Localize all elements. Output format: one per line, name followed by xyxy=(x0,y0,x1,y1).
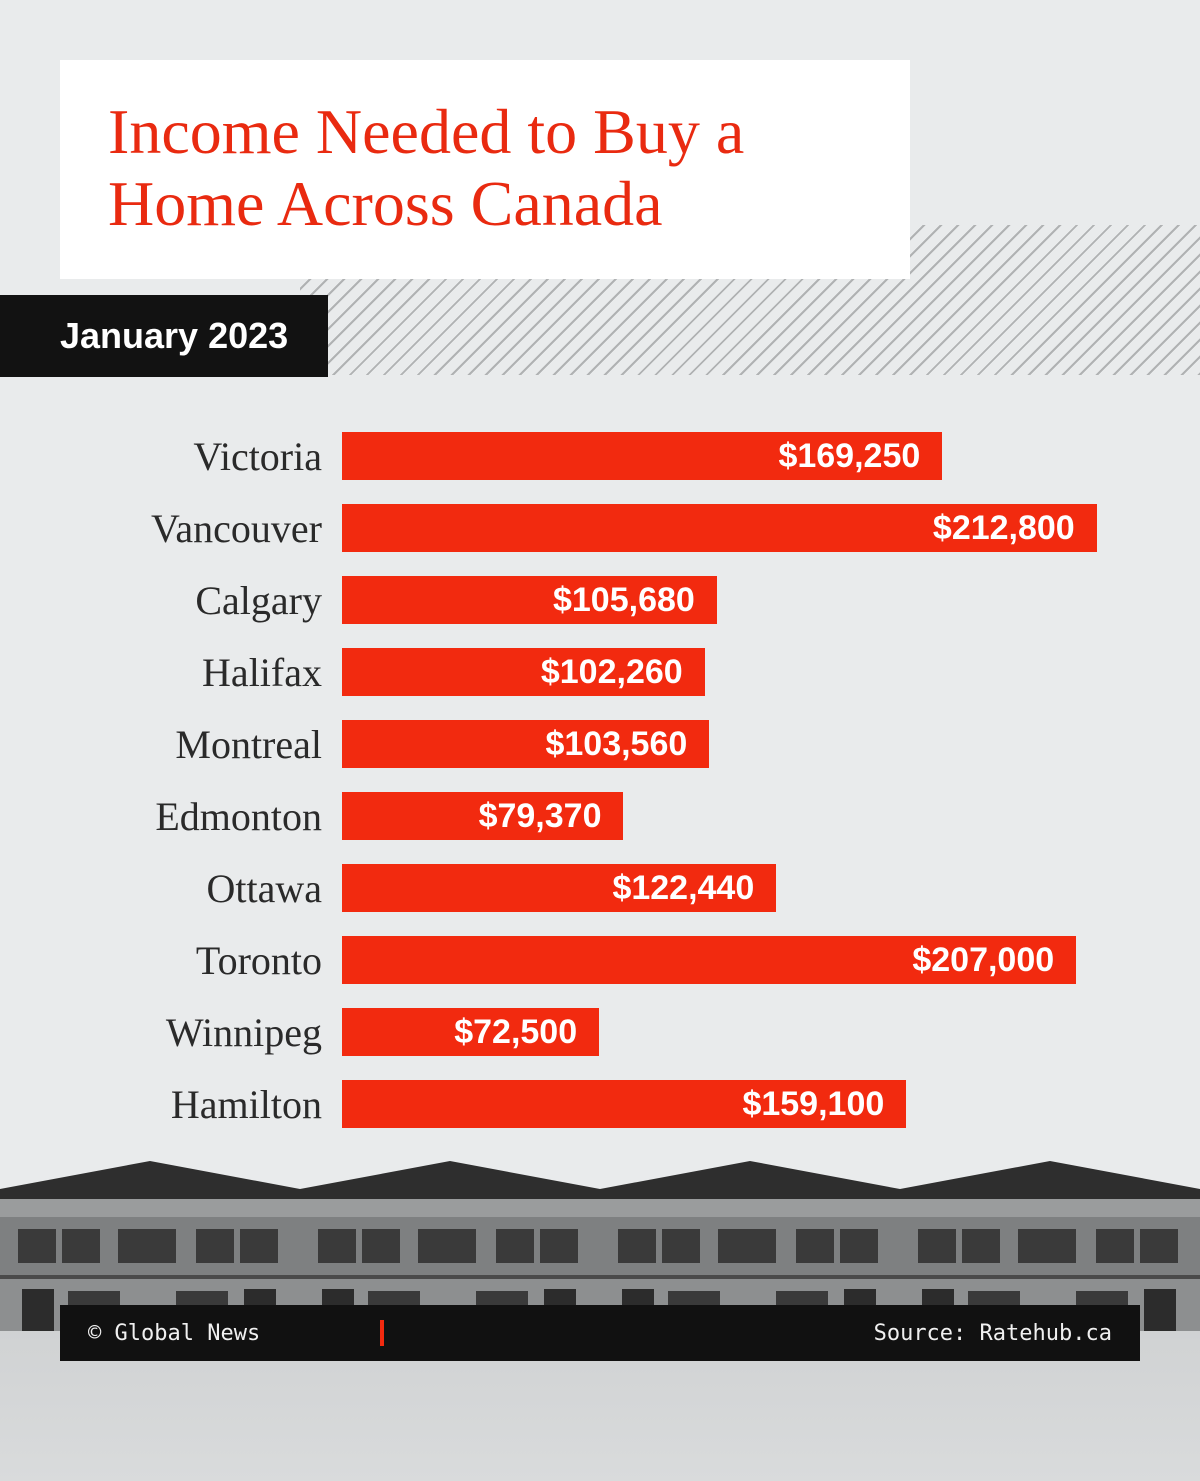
bar-value-label: $103,560 xyxy=(545,725,687,764)
city-label: Hamilton xyxy=(60,1081,330,1128)
footer-source: Source: Ratehub.ca xyxy=(874,1321,1140,1346)
bar-row: Ottawa $122,440 xyxy=(60,852,1140,924)
bar-track: $207,000 xyxy=(342,936,1140,984)
city-label: Edmonton xyxy=(60,793,330,840)
income-bar-chart: Victoria $169,250 Vancouver $212,800 Calgary… xyxy=(60,420,1140,1140)
bar-row: Calgary $105,680 xyxy=(60,564,1140,636)
bar: $103,560 xyxy=(342,720,709,768)
city-label: Halifax xyxy=(60,649,330,696)
bar: $122,440 xyxy=(342,864,776,912)
bar-track: $122,440 xyxy=(342,864,1140,912)
bar-track: $212,800 xyxy=(342,504,1140,552)
bar-value-label: $212,800 xyxy=(933,509,1075,548)
bar-value-label: $122,440 xyxy=(612,869,754,908)
bar-track: $72,500 xyxy=(342,1008,1140,1056)
bar: $159,100 xyxy=(342,1080,906,1128)
bar-row: Halifax $102,260 xyxy=(60,636,1140,708)
page-title: Income Needed to Buy a Home Across Canad… xyxy=(108,96,862,239)
bar-row: Vancouver $212,800 xyxy=(60,492,1140,564)
bar-track: $79,370 xyxy=(342,792,1140,840)
bar-track: $103,560 xyxy=(342,720,1140,768)
bar-row: Victoria $169,250 xyxy=(60,420,1140,492)
footer-bar: © Global News Source: Ratehub.ca xyxy=(60,1305,1140,1361)
bar: $207,000 xyxy=(342,936,1076,984)
bar-row: Edmonton $79,370 xyxy=(60,780,1140,852)
bar-row: Hamilton $159,100 xyxy=(60,1068,1140,1140)
bar: $72,500 xyxy=(342,1008,599,1056)
bar: $212,800 xyxy=(342,504,1097,552)
bar: $102,260 xyxy=(342,648,705,696)
bar-value-label: $79,370 xyxy=(479,797,602,836)
bar-row: Toronto $207,000 xyxy=(60,924,1140,996)
bar-value-label: $105,680 xyxy=(553,581,695,620)
bar-track: $105,680 xyxy=(342,576,1140,624)
townhouse-illustration xyxy=(0,1151,1200,1331)
city-label: Calgary xyxy=(60,577,330,624)
bar-track: $159,100 xyxy=(342,1080,1140,1128)
bar-value-label: $72,500 xyxy=(454,1013,577,1052)
bar-track: $169,250 xyxy=(342,432,1140,480)
city-label: Victoria xyxy=(60,433,330,480)
city-label: Montreal xyxy=(60,721,330,768)
bar-value-label: $207,000 xyxy=(912,941,1054,980)
bar: $105,680 xyxy=(342,576,717,624)
bar-value-label: $159,100 xyxy=(742,1085,884,1124)
city-label: Ottawa xyxy=(60,865,330,912)
infographic-page: Income Needed to Buy a Home Across Canad… xyxy=(0,0,1200,1481)
city-label: Vancouver xyxy=(60,505,330,552)
title-card: Income Needed to Buy a Home Across Canad… xyxy=(60,60,910,279)
bar-row: Montreal $103,560 xyxy=(60,708,1140,780)
footer-separator xyxy=(380,1320,384,1346)
bar: $169,250 xyxy=(342,432,942,480)
bar: $79,370 xyxy=(342,792,623,840)
bar-track: $102,260 xyxy=(342,648,1140,696)
city-label: Toronto xyxy=(60,937,330,984)
city-label: Winnipeg xyxy=(60,1009,330,1056)
bar-row: Winnipeg $72,500 xyxy=(60,996,1140,1068)
footer-credit: © Global News xyxy=(60,1321,260,1346)
bar-value-label: $169,250 xyxy=(778,437,920,476)
date-badge: January 2023 xyxy=(0,295,328,377)
bar-value-label: $102,260 xyxy=(541,653,683,692)
